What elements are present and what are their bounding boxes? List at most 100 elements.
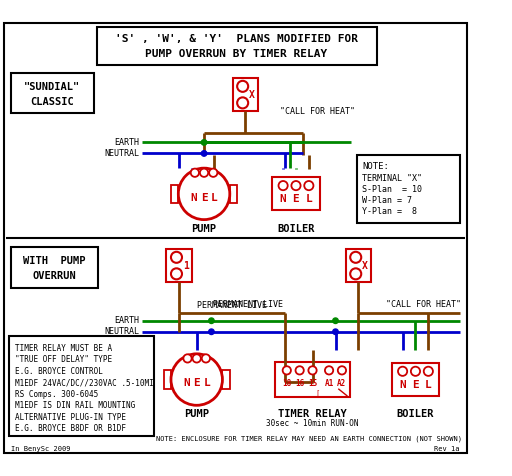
Circle shape (291, 181, 301, 190)
Bar (9, 337, 155, 436)
Text: BOILER: BOILER (277, 224, 315, 234)
Text: PUMP: PUMP (191, 224, 217, 234)
Circle shape (295, 366, 304, 375)
Text: E.G. BROYCE B8DF OR B1DF: E.G. BROYCE B8DF OR B1DF (15, 424, 126, 433)
Text: L: L (203, 378, 210, 388)
Text: TIMER RELAY MUST BE A: TIMER RELAY MUST BE A (15, 344, 112, 353)
Text: In BenySc 2009: In BenySc 2009 (11, 446, 71, 452)
Text: CLASSIC: CLASSIC (31, 97, 74, 107)
Circle shape (183, 354, 191, 363)
Circle shape (209, 329, 214, 335)
Text: PERMANENT LIVE: PERMANENT LIVE (197, 301, 267, 310)
Text: Y-Plan =  8: Y-Plan = 8 (362, 207, 417, 216)
Text: 18: 18 (282, 379, 291, 388)
Circle shape (333, 329, 338, 335)
Circle shape (424, 367, 433, 376)
Text: NEUTRAL: NEUTRAL (105, 327, 140, 336)
Text: NOTE: ENCLOSURE FOR TIMER RELAY MAY NEED AN EARTH CONNECTION (NOT SHOWN): NOTE: ENCLOSURE FOR TIMER RELAY MAY NEED… (156, 435, 462, 442)
Circle shape (350, 252, 361, 263)
Text: A1: A1 (325, 379, 334, 388)
Text: EARTH: EARTH (115, 316, 140, 325)
Text: X: X (249, 89, 255, 99)
Text: "TRUE OFF DELAY" TYPE: "TRUE OFF DELAY" TYPE (15, 355, 112, 364)
Bar (272, 178, 320, 210)
Text: M1EDF 24VAC/DC//230VAC .5-10MI: M1EDF 24VAC/DC//230VAC .5-10MI (15, 378, 154, 387)
Bar (346, 249, 371, 282)
Text: WITH  PUMP: WITH PUMP (23, 256, 86, 266)
Text: TERMINAL "X": TERMINAL "X" (362, 174, 422, 183)
Text: A2: A2 (337, 379, 347, 388)
Bar (171, 185, 178, 203)
Text: E: E (201, 193, 207, 203)
Text: ALTERNATIVE PLUG-IN TYPE: ALTERNATIVE PLUG-IN TYPE (15, 413, 126, 422)
Circle shape (171, 354, 222, 405)
Circle shape (283, 366, 291, 375)
Text: L: L (306, 194, 312, 204)
Text: W-Plan = 7: W-Plan = 7 (362, 196, 412, 205)
Text: 'S' , 'W', & 'Y'  PLANS MODIFIED FOR: 'S' , 'W', & 'Y' PLANS MODIFIED FOR (115, 34, 358, 44)
Text: 16: 16 (295, 379, 304, 388)
Bar (11, 247, 98, 288)
Bar (11, 72, 94, 113)
Text: N: N (280, 194, 287, 204)
Circle shape (171, 252, 182, 263)
Circle shape (304, 181, 313, 190)
Text: L: L (425, 380, 432, 390)
Text: "SUNDIAL": "SUNDIAL" (24, 82, 80, 92)
Circle shape (325, 366, 333, 375)
Circle shape (209, 318, 214, 324)
Circle shape (411, 367, 420, 376)
Text: PUMP OVERRUN BY TIMER RELAY: PUMP OVERRUN BY TIMER RELAY (145, 49, 327, 59)
Circle shape (201, 151, 207, 156)
Circle shape (398, 367, 407, 376)
Circle shape (333, 318, 338, 324)
Text: X: X (362, 260, 368, 270)
Text: Rev 1a: Rev 1a (434, 446, 460, 452)
Circle shape (350, 268, 361, 279)
Bar (97, 27, 377, 65)
Bar (230, 185, 237, 203)
Circle shape (191, 169, 199, 177)
Text: 15: 15 (308, 379, 317, 388)
Bar (232, 78, 258, 111)
Text: E.G. BROYCE CONTROL: E.G. BROYCE CONTROL (15, 367, 102, 376)
Text: E: E (412, 380, 419, 390)
Text: L: L (211, 193, 218, 203)
Text: M1EDF IS DIN RAIL MOUNTING: M1EDF IS DIN RAIL MOUNTING (15, 401, 135, 410)
Text: NEUTRAL: NEUTRAL (105, 149, 140, 158)
Text: PUMP: PUMP (184, 409, 209, 419)
Text: S-Plan  = 10: S-Plan = 10 (362, 185, 422, 194)
Text: RS Comps. 300-6045: RS Comps. 300-6045 (15, 390, 98, 399)
Text: 1: 1 (183, 260, 188, 270)
Circle shape (237, 81, 248, 92)
Circle shape (201, 139, 207, 145)
Text: 30sec ~ 10min RUN-ON: 30sec ~ 10min RUN-ON (266, 419, 359, 428)
Circle shape (209, 169, 218, 177)
Text: E: E (194, 378, 200, 388)
Circle shape (202, 354, 210, 363)
Text: OVERRUN: OVERRUN (32, 271, 76, 281)
Text: TIMER RELAY: TIMER RELAY (278, 409, 347, 419)
Circle shape (237, 98, 248, 109)
Text: "CALL FOR HEAT": "CALL FOR HEAT" (281, 107, 355, 116)
Circle shape (193, 354, 201, 363)
Text: N: N (183, 378, 190, 388)
Circle shape (171, 268, 182, 279)
Text: EARTH: EARTH (115, 138, 140, 147)
Circle shape (200, 169, 208, 177)
Circle shape (338, 366, 346, 375)
Bar (164, 370, 171, 389)
Bar (222, 370, 230, 389)
Bar (392, 363, 439, 396)
Text: BOILER: BOILER (397, 409, 434, 419)
Text: N: N (399, 380, 406, 390)
Circle shape (178, 168, 230, 219)
Circle shape (279, 181, 288, 190)
Bar (275, 362, 350, 397)
Bar (166, 249, 192, 282)
Text: "CALL FOR HEAT": "CALL FOR HEAT" (386, 300, 461, 308)
Text: N: N (190, 193, 197, 203)
Circle shape (308, 366, 316, 375)
Bar (357, 155, 460, 223)
Text: PERMANENT LIVE: PERMANENT LIVE (213, 300, 283, 308)
